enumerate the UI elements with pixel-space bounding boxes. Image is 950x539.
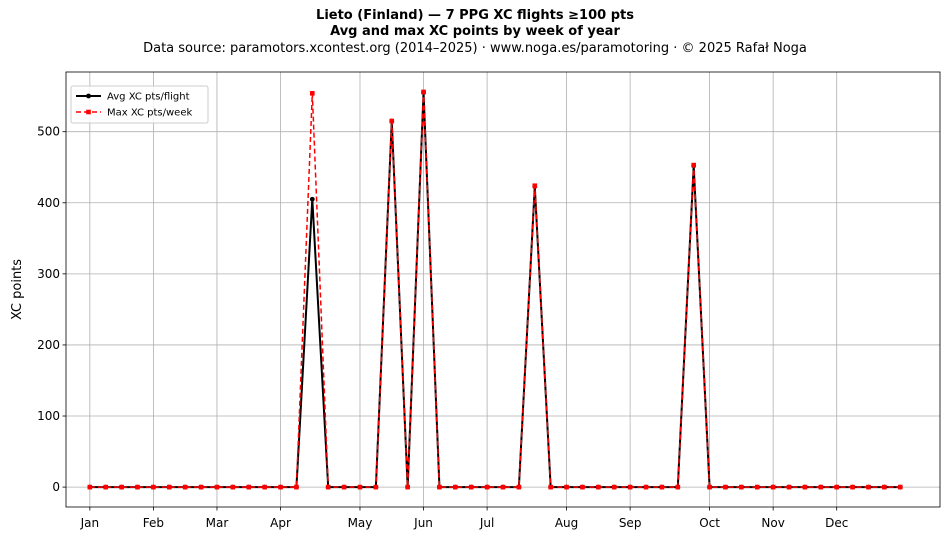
y-tick-label: 200: [37, 338, 60, 352]
y-tick-label: 100: [37, 409, 60, 423]
point-max: [198, 484, 204, 490]
y-tick-label: 500: [37, 125, 60, 139]
point-max: [818, 484, 824, 490]
legend-marker-max: [86, 109, 91, 115]
axes: 0 100 200 300 400 500 Jan Feb Mar Apr May Jun Jul Aug…: [37, 125, 848, 530]
point-max: [405, 484, 410, 490]
x-tick-label: May: [348, 516, 373, 530]
point-max: [691, 162, 696, 168]
point-max: [580, 484, 585, 490]
x-tick-label: Apr: [270, 516, 291, 530]
point-max: [437, 484, 442, 490]
point-max: [739, 484, 744, 490]
point-max: [119, 484, 124, 490]
plot-frame: [65, 71, 941, 508]
point-max: [564, 484, 569, 490]
legend-marker-avg: [86, 93, 91, 99]
point-max: [770, 484, 776, 490]
point-max: [230, 484, 236, 490]
point-max: [389, 118, 395, 124]
point-max: [675, 484, 681, 490]
y-tick-label: 300: [37, 267, 60, 281]
point-max: [294, 484, 299, 490]
point-max: [246, 484, 252, 490]
point-max: [468, 484, 474, 490]
point-max: [786, 484, 792, 490]
x-tick-label: Nov: [761, 516, 784, 530]
point-max: [325, 484, 331, 490]
grid: [66, 72, 940, 507]
point-max: [723, 484, 728, 490]
point-max: [421, 89, 426, 95]
point-max: [611, 484, 617, 490]
point-max: [834, 484, 840, 490]
point-max: [373, 484, 379, 490]
point-max: [882, 484, 887, 490]
chart-subtitle: Avg and max XC points by week of year: [330, 24, 620, 39]
point-max: [754, 484, 760, 490]
point-max: [87, 484, 93, 490]
point-max: [627, 484, 633, 490]
chart-titles: Lieto (Finland) — 7 PPG XC flights ≥100 …: [0, 8, 950, 57]
point-max: [262, 484, 267, 490]
legend-box: [70, 85, 209, 124]
point-max: [659, 484, 665, 490]
chart-title: Lieto (Finland) — 7 PPG XC flights ≥100 …: [316, 8, 634, 23]
point-max: [151, 484, 156, 490]
x-tick-label: Jun: [413, 516, 433, 530]
x-tick-label: Dec: [825, 516, 848, 530]
x-tick-label: Sep: [619, 516, 642, 530]
point-max: [548, 484, 553, 490]
point-max: [103, 484, 109, 490]
series-line-max: [89, 91, 901, 488]
point-max: [532, 183, 538, 189]
chart-source: Data source: paramotors.xcontest.org (20…: [143, 41, 807, 56]
series-line-avg: [89, 91, 901, 489]
x-tick-label: Aug: [555, 516, 578, 530]
x-tick-label: Mar: [206, 516, 229, 530]
point-max: [596, 484, 601, 490]
legend-label-avg: Avg XC pts/flight: [107, 92, 190, 103]
point-max: [850, 484, 855, 490]
y-tick-label: 0: [52, 480, 60, 494]
point-max: [500, 484, 506, 490]
y-axis-label: XC points: [10, 259, 25, 320]
point-max: [897, 484, 903, 490]
point-max: [310, 91, 315, 96]
point-max: [484, 484, 490, 490]
point-max: [214, 484, 220, 490]
point-max: [802, 484, 808, 490]
x-tick-label: Jan: [80, 516, 100, 530]
point-max: [182, 484, 188, 490]
point-max: [707, 484, 712, 490]
x-tick-label: Feb: [143, 516, 164, 530]
x-tick-label: Oct: [699, 516, 720, 530]
point-max: [341, 484, 347, 490]
legend: Avg XC pts/flight Max XC pts/week: [70, 85, 209, 124]
point-max: [453, 484, 458, 490]
series-layer: [87, 89, 903, 490]
point-max: [278, 484, 283, 490]
point-max: [135, 484, 140, 490]
y-tick-label: 400: [37, 196, 60, 210]
point-max: [643, 484, 649, 490]
point-max: [166, 484, 172, 490]
legend-label-max: Max XC pts/week: [107, 108, 192, 119]
point-max: [357, 484, 363, 490]
point-max: [516, 484, 522, 490]
point-avg: [309, 196, 315, 202]
point-max: [866, 484, 871, 490]
x-tick-label: Jul: [479, 516, 494, 530]
